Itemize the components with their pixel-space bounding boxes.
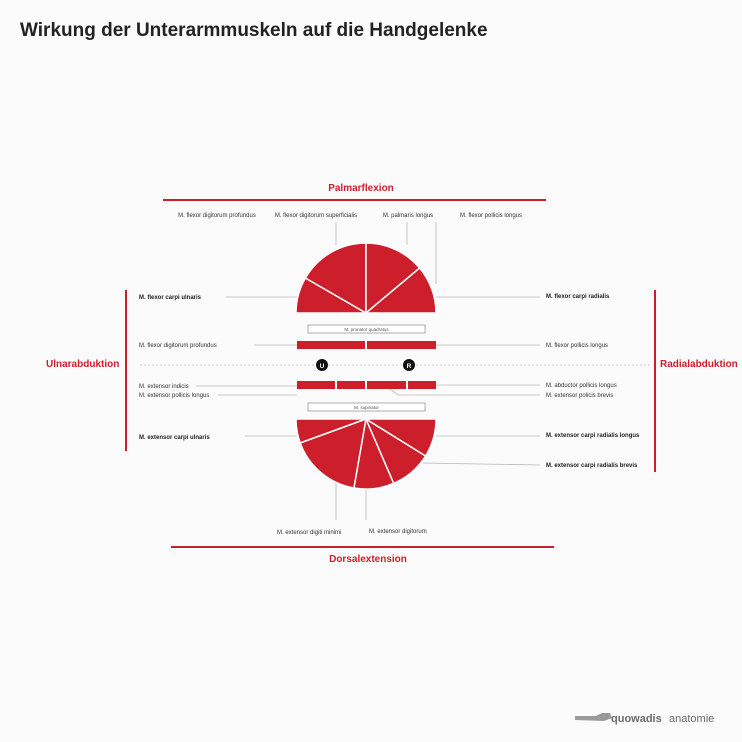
label-fpl-top: M. flexor pollicis longus: [460, 213, 522, 219]
bars: [297, 341, 436, 389]
label-pl-top: M. palmaris longus: [383, 213, 433, 219]
label-ecrb: M. extensor carpi radialis brevis: [546, 463, 638, 469]
radius-marker-label: R: [407, 363, 412, 370]
label-edm: M. extensor digiti minimi: [277, 530, 341, 536]
label-epl: M. extensor pollicis longus: [139, 393, 209, 399]
bar-epb: [408, 381, 436, 389]
segment-pl: [365, 242, 421, 315]
label-ed: M. extensor digitorum: [369, 529, 427, 535]
extensor-semicircle: [295, 416, 437, 490]
pronator-label: M. pronator quadratus: [344, 327, 389, 332]
flexor-semicircle: [295, 242, 437, 315]
segment-ecrl: [363, 418, 437, 458]
top-labels: M. flexor digitorum profundus M. flexor …: [178, 213, 522, 219]
label-fdp-left: M. flexor digitorum profundus: [139, 343, 217, 349]
label-ei: M. extensor indicis: [139, 384, 189, 390]
label-fdp-top: M. flexor digitorum profundus: [178, 213, 256, 219]
label-ecu: M. extensor carpi ulnaris: [139, 435, 210, 441]
label-fcr: M. flexor carpi radialis: [546, 294, 610, 300]
supinator-box: [307, 402, 426, 412]
bar-fdp: [297, 341, 365, 349]
bar-epl: [337, 381, 365, 389]
bar-ei: [297, 381, 335, 389]
ulna-marker-label: U: [320, 363, 325, 370]
label-fds-top: M. flexor digitorum superficialis: [275, 213, 357, 219]
radial-label: Radialabduktion: [660, 359, 738, 370]
dorsal-label: Dorsalextension: [329, 554, 407, 565]
segment-fcr: [363, 266, 437, 314]
label-epb: M. extensor policis brevis: [546, 393, 613, 399]
radius-marker: [403, 359, 415, 371]
page-title: Wirkung der Unterarmmuskeln auf die Hand…: [20, 20, 488, 41]
segment-fdp: [304, 242, 367, 315]
bottom-labels: M. extensor digiti minimi M. extensor di…: [277, 529, 427, 536]
label-fpl-right: M. flexor pollicis longus: [546, 343, 608, 349]
leader-lines: [196, 222, 541, 520]
right-labels: M. flexor carpi radialis M. flexor polli…: [546, 294, 640, 469]
scalpel-icon: [575, 713, 612, 721]
segment-edm: [299, 417, 367, 489]
label-fcu: M. flexor carpi ulnaris: [139, 295, 202, 301]
label-ecrl: M. extensor carpi radialis longus: [546, 433, 640, 439]
ulna-marker: [316, 359, 328, 371]
brand-logo: quowadis anatomie: [575, 713, 714, 725]
bar-fpl: [367, 341, 436, 349]
bar-apl: [367, 381, 406, 389]
brand-name-bold: quowadis: [611, 713, 662, 725]
supinator-label: M. supinator: [354, 405, 379, 410]
label-apl: M. abductor pollicis longus: [546, 383, 617, 389]
brand-name-light: anatomie: [669, 713, 714, 725]
palmar-label: Palmarflexion: [328, 183, 394, 194]
ulnar-label: Ulnarabduktion: [46, 359, 119, 370]
pronator-box: [307, 324, 426, 334]
left-labels: M. flexor carpi ulnaris M. flexor digito…: [139, 295, 217, 441]
